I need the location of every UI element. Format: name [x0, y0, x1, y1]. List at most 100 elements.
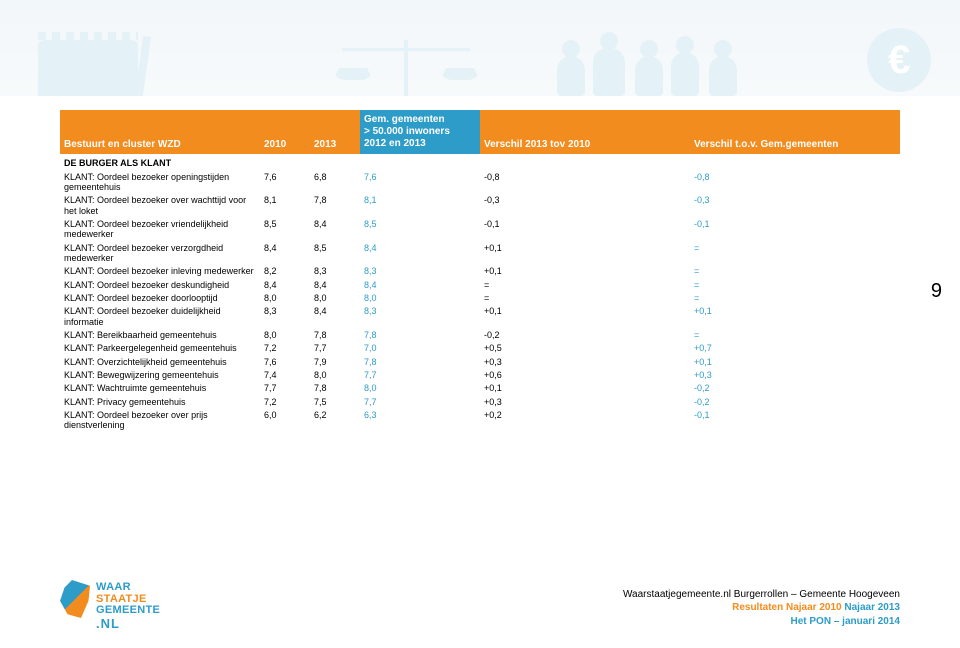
people-icon [557, 40, 737, 96]
row-v2013: 8,4 [310, 278, 360, 291]
row-diff1: +0,3 [480, 395, 690, 408]
row-label: KLANT: Oordeel bezoeker over prijs diens… [60, 409, 260, 433]
row-v2010: 7,4 [260, 369, 310, 382]
row-v2013: 8,4 [310, 305, 360, 329]
row-mid: 8,1 [360, 194, 480, 218]
row-v2013: 7,8 [310, 328, 360, 341]
row-diff1: = [480, 278, 690, 291]
row-mid: 8,3 [360, 265, 480, 278]
row-v2010: 8,5 [260, 217, 310, 241]
row-diff1: +0,1 [480, 265, 690, 278]
table-row: KLANT: Oordeel bezoeker duidelijkheid in… [60, 305, 900, 329]
logo-l4: .NL [96, 616, 120, 631]
row-v2013: 8,3 [310, 265, 360, 278]
row-diff1: -0,3 [480, 194, 690, 218]
row-mid: 7,7 [360, 395, 480, 408]
logo-map-icon [60, 580, 90, 618]
row-v2013: 7,8 [310, 382, 360, 395]
footer-line1: Waarstaatjegemeente.nl Burgerrollen – Ge… [623, 588, 900, 602]
row-label: KLANT: Bereikbaarheid gemeentehuis [60, 328, 260, 341]
row-mid: 8,3 [360, 305, 480, 329]
table-row: KLANT: Oordeel bezoeker verzorgdheid med… [60, 241, 900, 265]
row-diff1: = [480, 291, 690, 304]
hdr-diff2: Verschil t.o.v. Gem.gemeenten [690, 110, 900, 154]
page-footer: WAAR STAATJE GEMEENTE .NL Waarstaatjegem… [60, 578, 900, 628]
row-v2013: 6,8 [310, 170, 360, 194]
row-mid: 7,8 [360, 328, 480, 341]
row-mid: 6,3 [360, 409, 480, 433]
table-section-row: DE BURGER ALS KLANT [60, 154, 900, 170]
row-diff1: +0,5 [480, 342, 690, 355]
row-v2013: 7,9 [310, 355, 360, 368]
euro-coin-icon [867, 28, 931, 92]
notepad-icon [38, 40, 138, 96]
row-label: KLANT: Wachtruimte gemeentehuis [60, 382, 260, 395]
table-row: KLANT: Privacy gemeentehuis7,27,57,7+0,3… [60, 395, 900, 408]
row-mid: 8,4 [360, 241, 480, 265]
footer-text: Waarstaatjegemeente.nl Burgerrollen – Ge… [623, 588, 900, 629]
footer-line2a: Resultaten Najaar 2010 [732, 602, 842, 613]
row-v2010: 8,0 [260, 328, 310, 341]
table-header-row: Bestuurt en cluster WZD 2010 2013 Gem. g… [60, 110, 900, 154]
row-diff1: -0,1 [480, 217, 690, 241]
row-label: KLANT: Oordeel bezoeker over wachttijd v… [60, 194, 260, 218]
row-label: KLANT: Overzichtelijkheid gemeentehuis [60, 355, 260, 368]
row-label: KLANT: Oordeel bezoeker inleving medewer… [60, 265, 260, 278]
row-v2010: 8,3 [260, 305, 310, 329]
table-row: KLANT: Oordeel bezoeker inleving medewer… [60, 265, 900, 278]
row-v2010: 7,7 [260, 382, 310, 395]
row-mid: 7,7 [360, 369, 480, 382]
row-diff2: -0,8 [690, 170, 900, 194]
table-row: KLANT: Oordeel bezoeker openingstijden g… [60, 170, 900, 194]
row-v2013: 8,0 [310, 369, 360, 382]
row-v2010: 8,4 [260, 278, 310, 291]
hdr-2010: 2010 [260, 110, 310, 154]
logo-l3: GEMEENTE [96, 604, 160, 616]
hdr-mid: Gem. gemeenten > 50.000 inwoners 2012 en… [360, 110, 480, 154]
logo-l1: WAAR [96, 581, 131, 593]
row-label: KLANT: Parkeergelegenheid gemeentehuis [60, 342, 260, 355]
row-v2013: 8,4 [310, 217, 360, 241]
header-banner [0, 0, 960, 96]
row-v2010: 6,0 [260, 409, 310, 433]
logo: WAAR STAATJE GEMEENTE .NL [60, 578, 180, 628]
hdr-mid-l1: Gem. gemeenten [364, 114, 476, 126]
row-v2013: 7,5 [310, 395, 360, 408]
row-diff1: +0,6 [480, 369, 690, 382]
logo-l2: STAATJE [96, 593, 147, 605]
row-v2013: 8,0 [310, 291, 360, 304]
table-row: KLANT: Wachtruimte gemeentehuis7,77,88,0… [60, 382, 900, 395]
row-v2010: 8,4 [260, 241, 310, 265]
row-diff1: +0,1 [480, 305, 690, 329]
row-diff1: +0,2 [480, 409, 690, 433]
table-row: KLANT: Oordeel bezoeker vriendelijkheid … [60, 217, 900, 241]
row-diff2: +0,7 [690, 342, 900, 355]
data-table: Bestuurt en cluster WZD 2010 2013 Gem. g… [60, 110, 900, 432]
row-mid: 8,5 [360, 217, 480, 241]
row-mid: 7,8 [360, 355, 480, 368]
row-diff2: = [690, 265, 900, 278]
hdr-title: Bestuurt en cluster WZD [60, 110, 260, 154]
row-v2010: 8,0 [260, 291, 310, 304]
row-label: KLANT: Oordeel bezoeker doorlooptijd [60, 291, 260, 304]
content-area: Bestuurt en cluster WZD 2010 2013 Gem. g… [60, 110, 900, 432]
row-diff1: +0,3 [480, 355, 690, 368]
row-diff2: -0,2 [690, 395, 900, 408]
hdr-mid-l2: > 50.000 inwoners [364, 126, 476, 138]
row-diff2: +0,3 [690, 369, 900, 382]
row-label: KLANT: Bewegwijzering gemeentehuis [60, 369, 260, 382]
row-diff2: -0,1 [690, 217, 900, 241]
table-row: KLANT: Oordeel bezoeker doorlooptijd8,08… [60, 291, 900, 304]
hdr-diff1: Verschil 2013 tov 2010 [480, 110, 690, 154]
row-v2013: 8,5 [310, 241, 360, 265]
page-number: 9 [931, 280, 942, 303]
row-v2010: 7,6 [260, 355, 310, 368]
row-v2010: 7,2 [260, 342, 310, 355]
table-row: KLANT: Bewegwijzering gemeentehuis7,48,0… [60, 369, 900, 382]
row-mid: 8,4 [360, 278, 480, 291]
row-diff2: +0,1 [690, 305, 900, 329]
row-diff1: +0,1 [480, 382, 690, 395]
row-label: KLANT: Oordeel bezoeker vriendelijkheid … [60, 217, 260, 241]
row-v2013: 7,7 [310, 342, 360, 355]
row-label: KLANT: Oordeel bezoeker deskundigheid [60, 278, 260, 291]
